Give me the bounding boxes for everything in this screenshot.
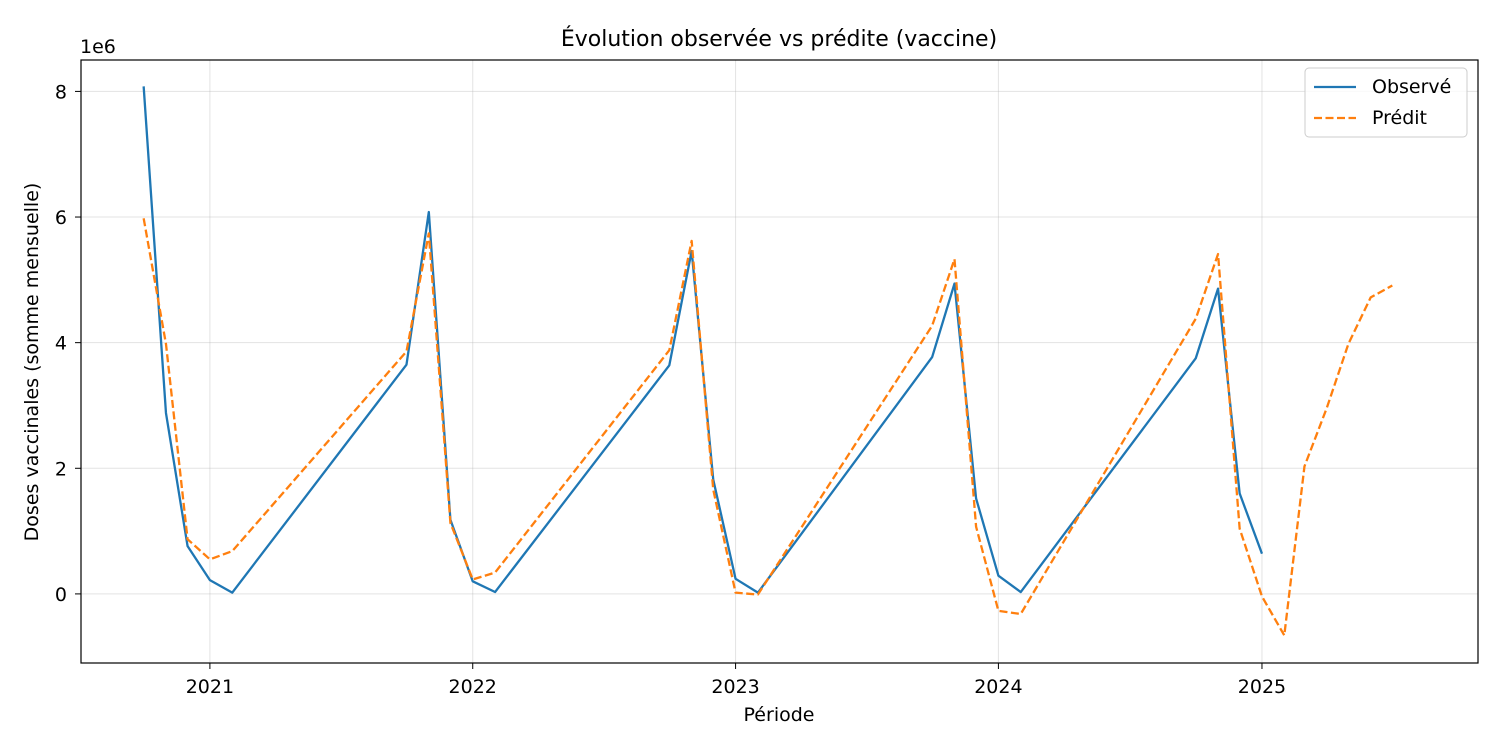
grid	[81, 60, 1478, 663]
y-tick-label: 4	[55, 333, 67, 355]
axis-ticks: 2021 2022 2023 2024 2025 0 2 4 6 8	[55, 81, 1286, 698]
y-tick-label: 2	[55, 458, 67, 480]
y-tick-label: 0	[55, 584, 67, 606]
plot-area-frame	[80, 59, 1479, 664]
series-line-observe	[142, 86, 1264, 594]
x-tick-label: 2025	[1238, 676, 1286, 698]
legend-label-predit: Prédit	[1372, 107, 1427, 129]
x-tick-label: 2021	[186, 676, 234, 698]
x-tick-label: 2023	[711, 676, 759, 698]
chart-title: Évolution observée vs prédite (vaccine)	[561, 26, 997, 52]
legend: Observé Prédit	[1304, 67, 1468, 138]
legend-box	[1304, 67, 1468, 138]
x-axis-label: Période	[744, 704, 815, 726]
x-tick-label: 2024	[974, 676, 1022, 698]
y-axis-label: Doses vaccinales (somme mensuelle)	[21, 183, 43, 542]
series-line-predit	[142, 218, 1393, 637]
y-tick-label: 6	[55, 207, 67, 229]
series-lines	[142, 86, 1393, 637]
y-tick-label: 8	[55, 81, 67, 103]
legend-label-observe: Observé	[1372, 76, 1451, 98]
x-tick-label: 2022	[449, 676, 497, 698]
y-axis-offset-label: 1e6	[80, 36, 116, 58]
